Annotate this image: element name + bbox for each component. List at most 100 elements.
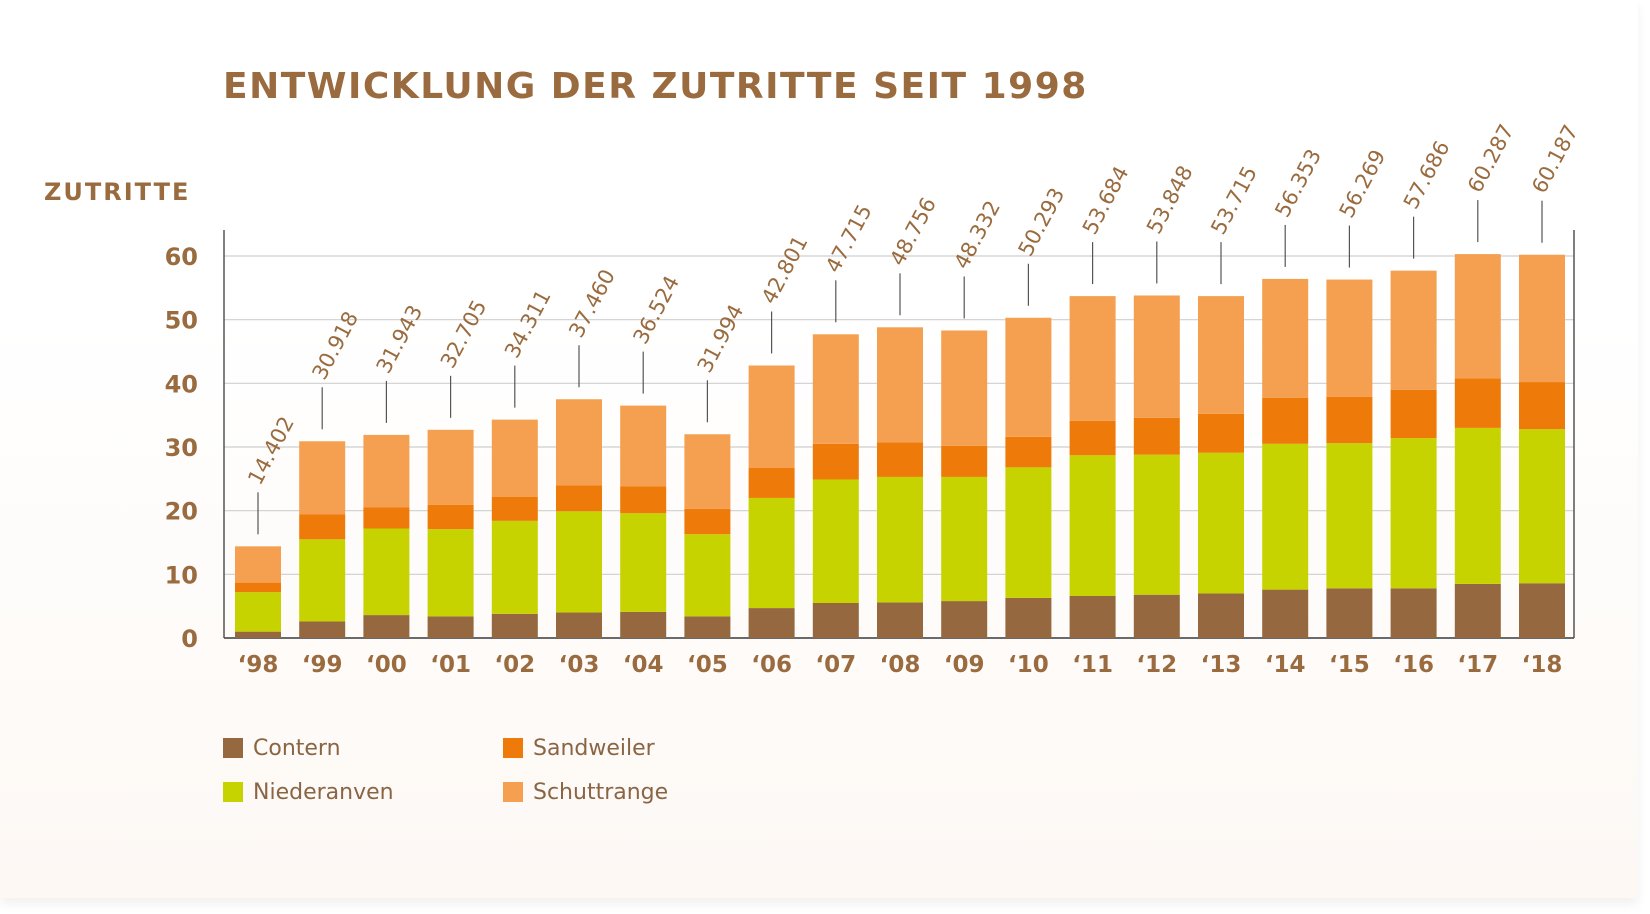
x-tick-label: ‘14 xyxy=(1265,652,1306,678)
x-tick-label: ‘03 xyxy=(559,652,600,678)
bar-segment-contern xyxy=(1262,589,1309,638)
total-label: 31.943 xyxy=(372,301,428,377)
bar-segment-schuttrange xyxy=(620,405,667,487)
bar-segment-contern xyxy=(748,608,795,638)
x-tick-label: ‘08 xyxy=(880,652,921,678)
bar-segment-niederanven xyxy=(235,592,281,632)
bar-segment-niederanven xyxy=(299,539,346,622)
total-label: 34.311 xyxy=(500,286,556,362)
bar-segment-sandweiler xyxy=(812,443,859,480)
legend-label-niederanven: Niederanven xyxy=(253,779,394,805)
x-tick-label: ‘07 xyxy=(815,652,856,678)
bar-segment-niederanven xyxy=(1326,443,1373,589)
bar-segment-niederanven xyxy=(1454,427,1501,584)
x-tick-label: ‘15 xyxy=(1329,652,1370,678)
total-label: 30.918 xyxy=(307,307,363,383)
x-tick-label: ‘98 xyxy=(238,652,279,678)
bar-segment-schuttrange xyxy=(299,441,346,515)
bar-segment-niederanven xyxy=(620,513,667,612)
bar-segment-niederanven xyxy=(877,476,923,603)
legend-label-contern: Contern xyxy=(253,735,341,761)
bar-segment-schuttrange xyxy=(1133,295,1180,418)
x-tick-label: ‘99 xyxy=(302,652,343,678)
bar-segment-niederanven xyxy=(1390,438,1437,589)
y-tick-label: 0 xyxy=(181,625,198,653)
bar-segment-niederanven xyxy=(1133,454,1180,595)
bar-segment-niederanven xyxy=(684,534,731,617)
total-label: 60.287 xyxy=(1463,120,1519,196)
x-tick-label: ‘02 xyxy=(494,652,535,678)
bar-segment-contern xyxy=(1454,583,1501,638)
bar-segment-schuttrange xyxy=(684,434,731,509)
total-label: 48.756 xyxy=(885,194,941,270)
y-tick-label: 30 xyxy=(165,434,198,462)
bar-segment-niederanven xyxy=(1262,443,1309,590)
legend-swatch-sandweiler xyxy=(503,738,523,758)
bar-segment-contern xyxy=(941,601,988,638)
x-tick-label: ‘16 xyxy=(1393,652,1434,678)
bar-segment-sandweiler xyxy=(427,504,474,530)
bar-segment-contern xyxy=(1133,594,1180,638)
bar-segment-schuttrange xyxy=(1326,279,1373,397)
total-label: 56.269 xyxy=(1335,146,1391,222)
bar-segment-schuttrange xyxy=(1262,278,1309,398)
chart-card: ENTWICKLUNG DER ZUTRITTE SEIT 1998 ZUTRI… xyxy=(0,0,1638,898)
legend-label-schuttrange: Schuttrange xyxy=(533,779,669,805)
total-label: 56.353 xyxy=(1270,145,1326,221)
bar-segment-sandweiler xyxy=(1262,397,1309,444)
total-label: 37.460 xyxy=(564,265,620,341)
bar-segment-sandweiler xyxy=(556,485,602,512)
x-tick-label: ‘18 xyxy=(1522,652,1563,678)
bar-segment-schuttrange xyxy=(1069,296,1116,421)
bar-segment-sandweiler xyxy=(1390,389,1437,439)
total-label: 32.705 xyxy=(436,296,492,372)
legend: Contern Sandweiler Niederanven Schuttran… xyxy=(223,735,723,805)
bar-segment-schuttrange xyxy=(363,434,410,508)
bar-segment-niederanven xyxy=(491,520,538,614)
total-label: 53.848 xyxy=(1142,162,1198,238)
total-label: 14.402 xyxy=(243,413,299,489)
legend-item-schuttrange: Schuttrange xyxy=(503,779,723,805)
x-tick-label: ‘04 xyxy=(623,652,664,678)
bar-segment-schuttrange xyxy=(1519,254,1565,383)
x-tick-label: ‘01 xyxy=(430,652,471,678)
bar-segment-sandweiler xyxy=(1133,417,1180,455)
bar-segment-niederanven xyxy=(748,497,795,609)
bar-segment-schuttrange xyxy=(1005,317,1052,437)
bar-segment-contern xyxy=(556,612,602,638)
bar-segment-contern xyxy=(1326,588,1373,638)
bar-segment-sandweiler xyxy=(941,445,988,477)
x-tick-label: ‘00 xyxy=(366,652,407,678)
y-tick-label: 20 xyxy=(165,498,198,526)
total-label: 47.715 xyxy=(821,201,877,277)
total-label: 42.801 xyxy=(757,232,813,308)
bar-segment-niederanven xyxy=(556,511,602,613)
bar-segment-schuttrange xyxy=(235,546,281,583)
bar-segment-contern xyxy=(620,611,667,638)
total-label: 36.524 xyxy=(628,272,684,348)
bar-segment-niederanven xyxy=(1198,452,1244,594)
bar-segment-sandweiler xyxy=(491,496,538,521)
y-tick-label: 50 xyxy=(165,307,198,335)
bar-segment-schuttrange xyxy=(1390,270,1437,390)
total-label: 48.332 xyxy=(949,197,1005,273)
bar-segment-niederanven xyxy=(812,479,859,603)
bar-segment-schuttrange xyxy=(427,429,474,505)
legend-item-niederanven: Niederanven xyxy=(223,779,503,805)
bar-segment-contern xyxy=(1390,588,1437,638)
bar-segment-sandweiler xyxy=(1454,378,1501,428)
bar-segment-contern xyxy=(812,602,859,638)
total-label: 50.293 xyxy=(1014,184,1070,260)
bar-segment-contern xyxy=(1198,593,1244,638)
bar-segment-contern xyxy=(877,602,923,638)
legend-swatch-contern xyxy=(223,738,243,758)
x-tick-label: ‘06 xyxy=(751,652,792,678)
bar-segment-contern xyxy=(299,621,346,638)
x-tick-label: ‘10 xyxy=(1008,652,1049,678)
total-label: 57.686 xyxy=(1399,137,1455,213)
x-tick-label: ‘05 xyxy=(687,652,728,678)
bar-segment-niederanven xyxy=(427,529,474,617)
y-axis-label: ZUTRITTE xyxy=(44,178,191,206)
legend-swatch-niederanven xyxy=(223,782,243,802)
